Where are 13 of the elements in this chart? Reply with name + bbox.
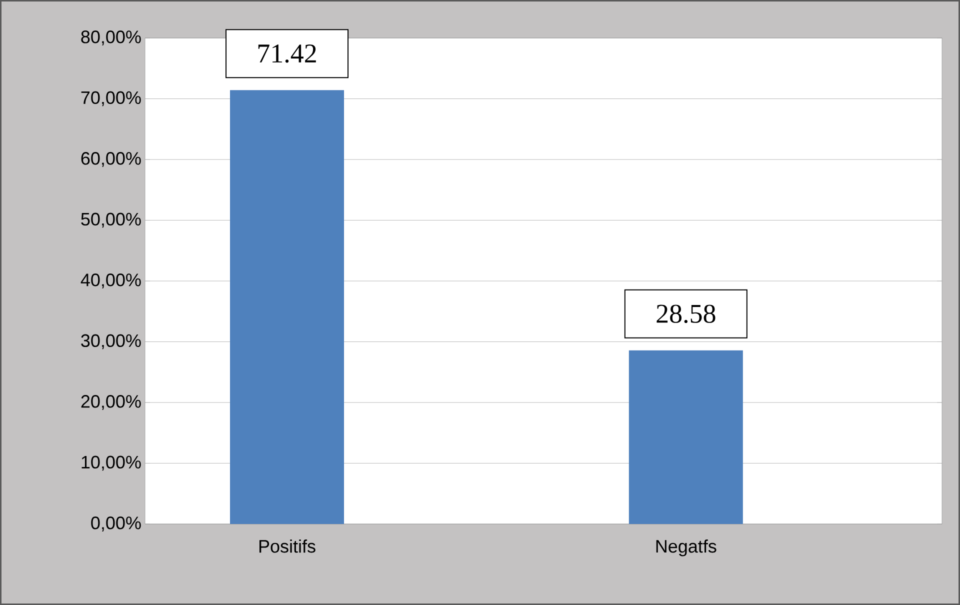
x-tick-label: Negatfs — [656, 540, 716, 556]
y-tick-label: 50,00% — [81, 212, 141, 228]
data-label: 71.42 — [258, 44, 316, 63]
data-label: 28.58 — [656, 304, 716, 324]
y-tick-label: 60,00% — [81, 152, 141, 167]
y-tick-label: 40,00% — [80, 274, 141, 288]
x-tick-label: Positifs — [259, 540, 316, 553]
y-tick-label: 70,00% — [81, 91, 141, 106]
y-tick-label: 30,00% — [81, 334, 141, 350]
y-tick-label: 10,00% — [82, 456, 141, 471]
y-tick-label: 20,00% — [81, 395, 141, 410]
y-tick-label: 0,00% — [91, 516, 141, 532]
y-tick-label: 80,00% — [81, 30, 141, 46]
